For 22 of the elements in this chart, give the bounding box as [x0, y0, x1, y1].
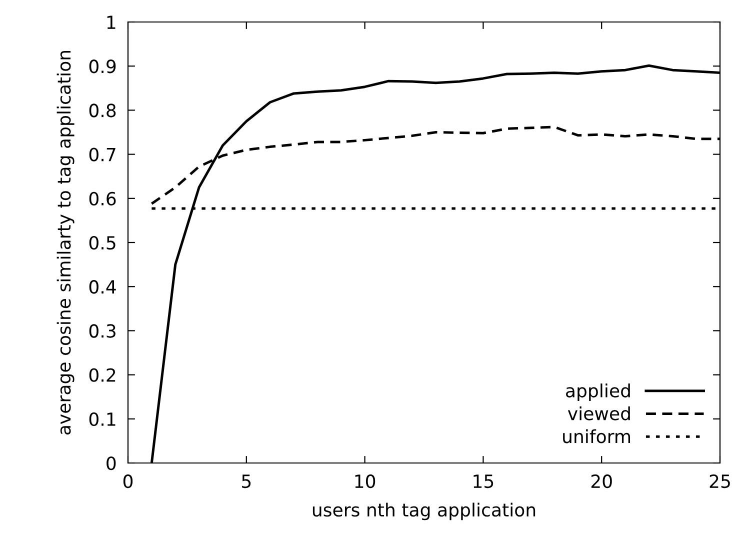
- y-tick-label: 0.8: [89, 104, 116, 118]
- legend-label: viewed: [568, 406, 630, 420]
- y-tick-label: 0.4: [89, 280, 116, 294]
- y-tick-label: 0: [106, 456, 116, 470]
- y-tick-label: 0.3: [89, 324, 116, 338]
- y-tick-label: 0.9: [89, 60, 116, 74]
- y-tick-label: 1: [107, 16, 116, 29]
- y-tick-label: 0.7: [89, 148, 116, 162]
- x-tick-label: 25: [710, 474, 730, 488]
- y-tick-label: 0.6: [89, 192, 116, 206]
- y-tick-label: 0.2: [89, 368, 116, 382]
- y-tick-label: 0.5: [89, 236, 116, 250]
- x-tick-label: 0: [123, 474, 133, 488]
- y-axis-title: average cosine similarty to tag application: [56, 50, 74, 435]
- x-axis-title: users nth tag application: [312, 502, 536, 520]
- legend-label: applied: [566, 383, 630, 401]
- x-tick-label: 5: [242, 474, 251, 488]
- x-tick-label: 10: [355, 474, 376, 488]
- legend-label: uniform: [563, 429, 630, 444]
- y-tick-label: 0.1: [89, 412, 116, 426]
- x-tick-label: 20: [591, 474, 612, 488]
- x-tick-label: 15: [474, 474, 494, 488]
